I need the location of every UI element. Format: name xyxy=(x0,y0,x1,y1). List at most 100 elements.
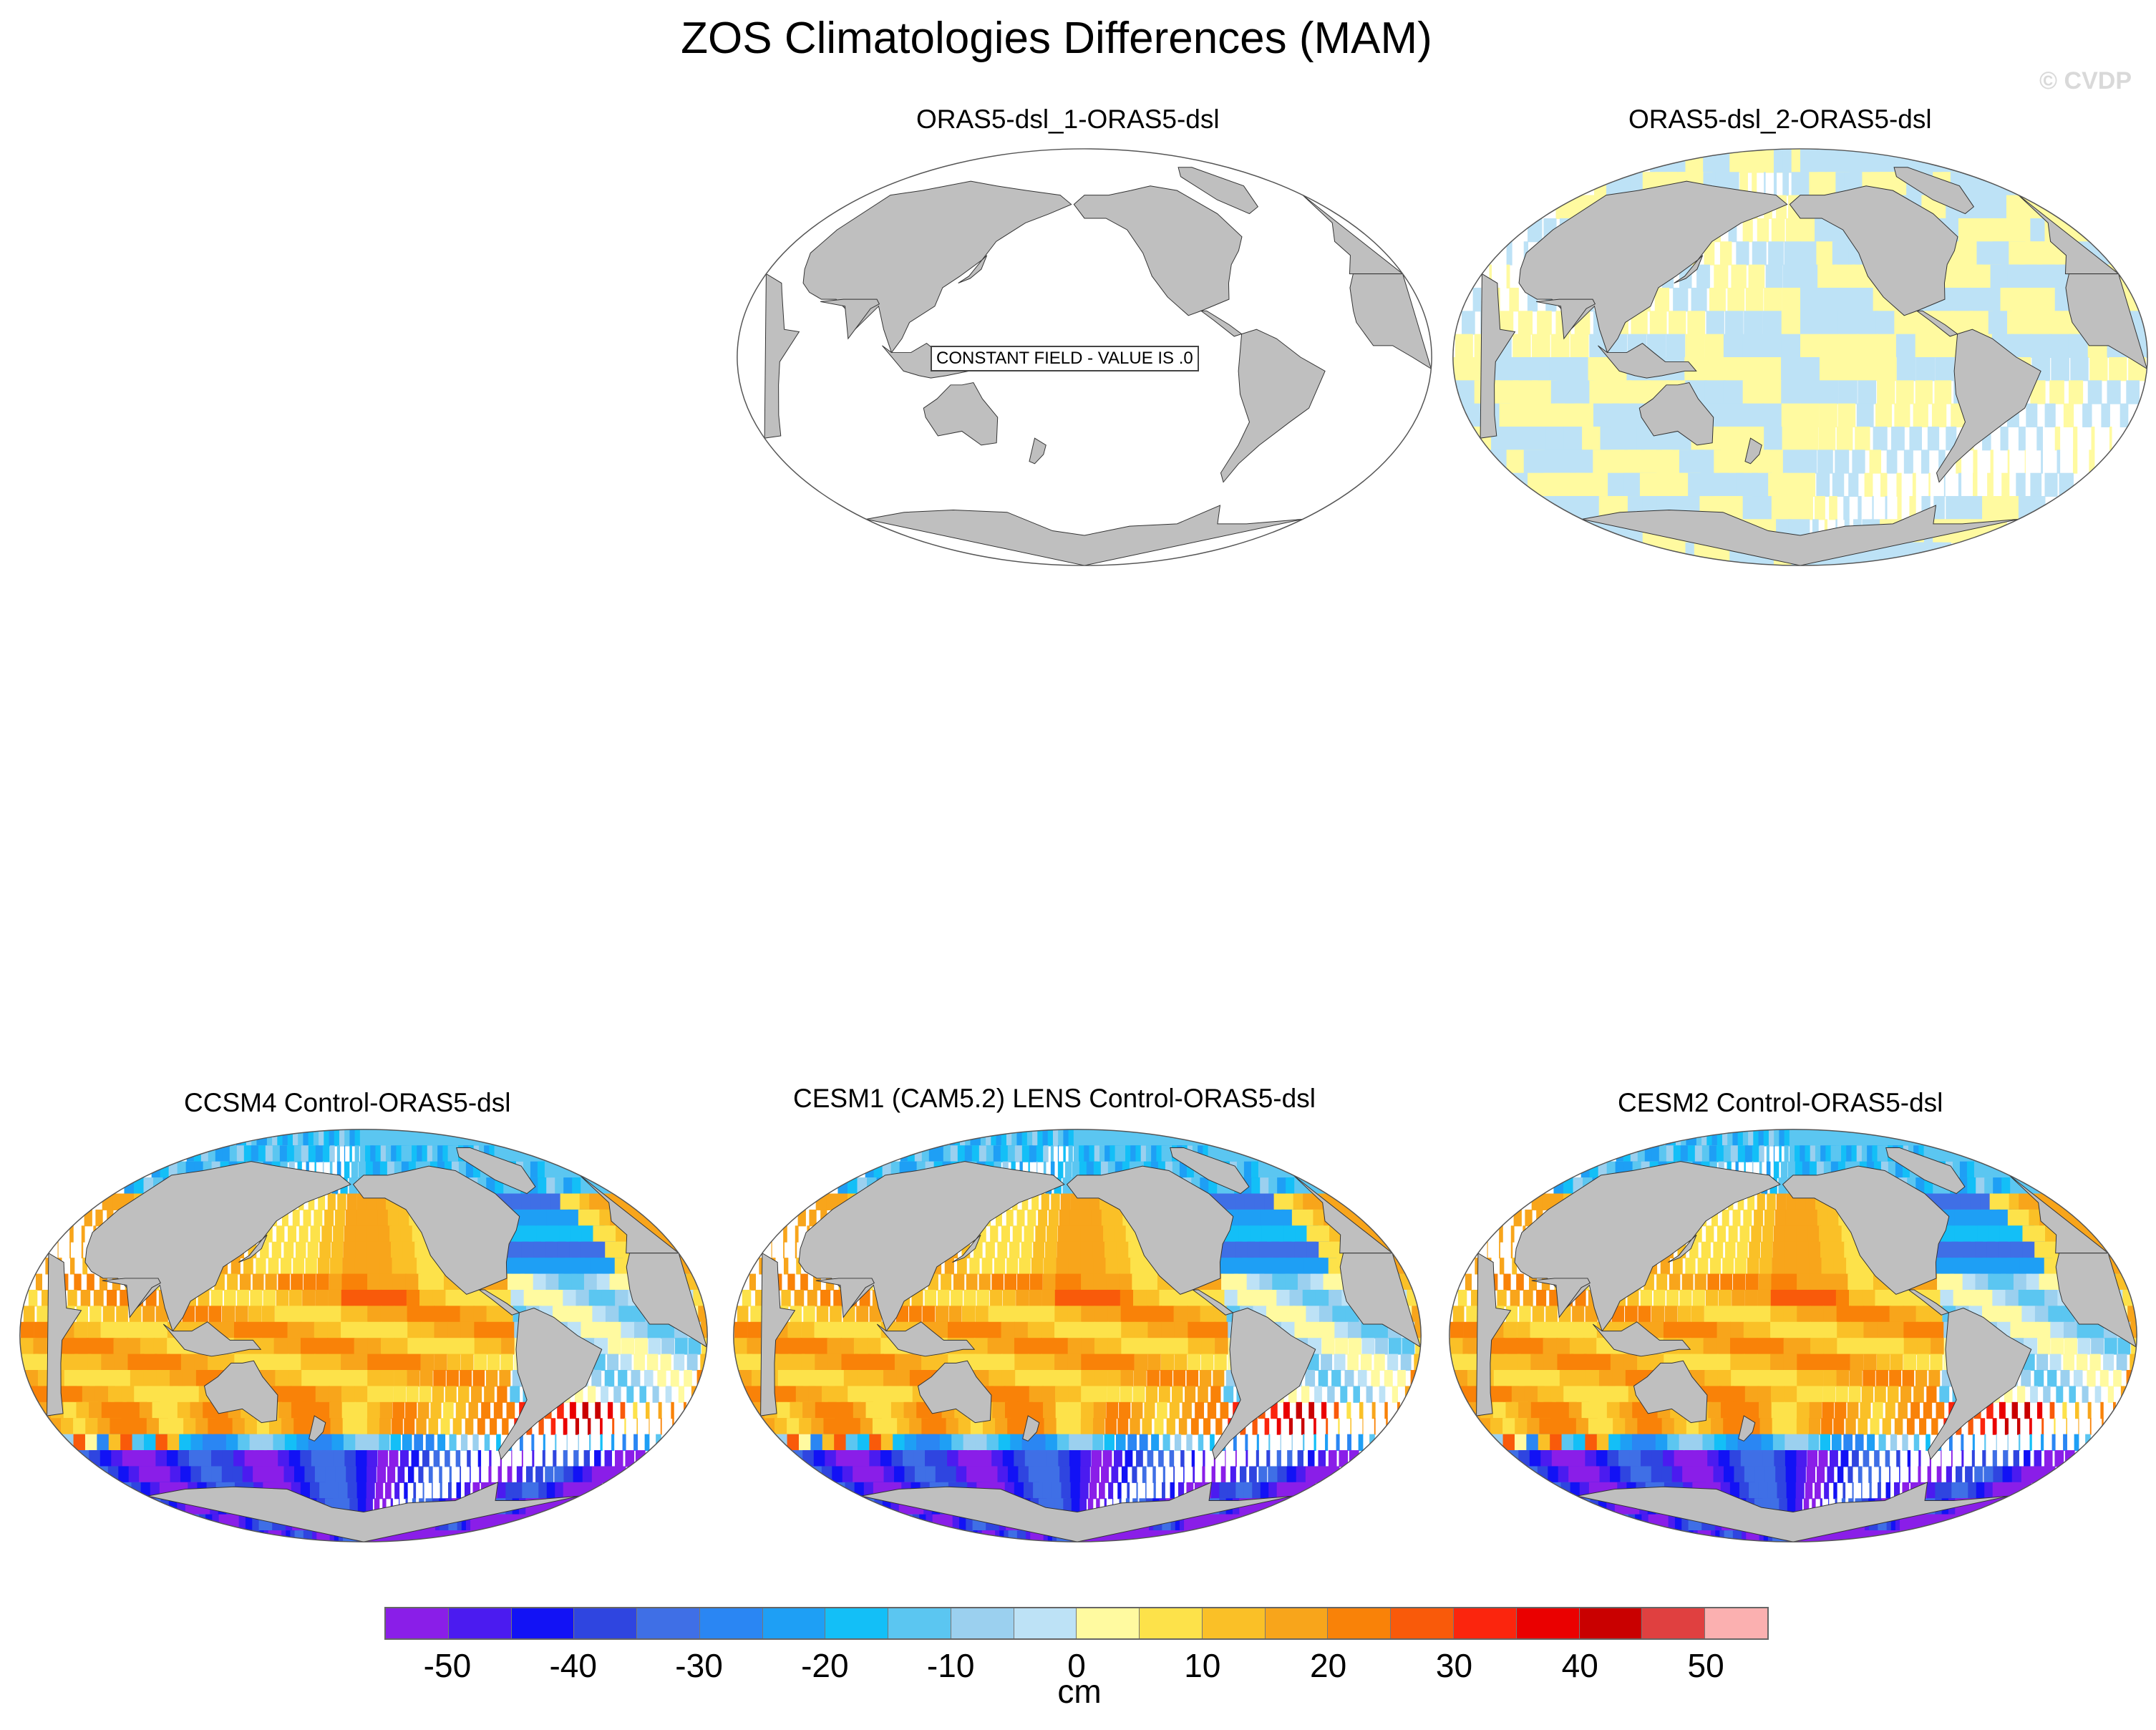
field-cell xyxy=(341,1321,355,1339)
field-cell xyxy=(1207,1401,1217,1419)
field-cell xyxy=(1716,1338,1732,1355)
field-cell xyxy=(1264,1418,1270,1435)
field-cell xyxy=(404,1258,419,1275)
field-cell xyxy=(869,1306,882,1323)
field-cell xyxy=(1733,1273,1746,1291)
field-cell xyxy=(1510,357,1533,382)
field-cell xyxy=(1765,264,1783,288)
field-cell xyxy=(1896,472,1902,497)
field-cell xyxy=(1783,1306,1798,1323)
field-cell xyxy=(1625,1370,1642,1387)
field-cell xyxy=(314,1306,329,1323)
field-cell xyxy=(1069,1450,1082,1467)
field-cell xyxy=(795,1225,799,1243)
field-cell xyxy=(405,1273,421,1291)
field-cell xyxy=(1162,1466,1165,1483)
field-cell xyxy=(2021,1370,2031,1387)
field-cell xyxy=(1068,1258,1082,1275)
field-cell xyxy=(392,1258,407,1275)
field-cell xyxy=(2041,1418,2044,1435)
field-cell xyxy=(1893,1482,1900,1500)
field-cell xyxy=(1732,1209,1741,1227)
field-cell xyxy=(1808,1241,1822,1259)
field-cell xyxy=(1724,311,1744,335)
field-cell xyxy=(1545,1306,1558,1323)
field-cell xyxy=(1256,1450,1259,1467)
field-cell xyxy=(1758,1273,1772,1291)
field-cell xyxy=(1817,449,1833,474)
field-cell xyxy=(854,1321,868,1339)
field-cell xyxy=(1190,1418,1199,1435)
field-cell xyxy=(500,1354,513,1371)
field-cell xyxy=(1973,449,1978,474)
field-cell xyxy=(1983,1466,1994,1483)
field-cell xyxy=(1797,1289,1811,1307)
field-cell xyxy=(291,1273,304,1291)
field-cell xyxy=(1694,1273,1706,1291)
field-cell xyxy=(1719,241,1732,266)
field-cell xyxy=(333,1450,347,1467)
field-cell xyxy=(1079,1482,1089,1500)
field-cell xyxy=(896,1370,913,1387)
field-cell xyxy=(979,1225,986,1243)
field-cell xyxy=(1296,1466,1309,1483)
field-cell xyxy=(1336,1434,1340,1452)
field-cell xyxy=(1673,287,1689,312)
field-cell xyxy=(2011,1401,2018,1419)
field-cell xyxy=(35,1273,42,1291)
field-cell xyxy=(507,1466,513,1483)
field-cell xyxy=(1119,1273,1135,1291)
field-cell xyxy=(1059,1209,1070,1227)
field-cell xyxy=(934,1321,948,1339)
field-cell xyxy=(1666,1289,1679,1307)
field-cell xyxy=(1823,1321,1838,1339)
field-cell xyxy=(1279,1306,1296,1323)
field-cell xyxy=(1921,449,1930,474)
field-cell xyxy=(881,1354,898,1371)
field-cell xyxy=(2051,1338,2064,1355)
field-cell xyxy=(1266,1306,1282,1323)
field-cell xyxy=(474,1321,489,1339)
field-cell xyxy=(1006,1258,1018,1275)
field-cell xyxy=(1198,1434,1204,1452)
field-cell xyxy=(1770,1306,1784,1323)
field-cell xyxy=(428,1418,439,1435)
land-mass xyxy=(802,180,1072,354)
field-cell xyxy=(1783,1289,1798,1307)
field-cell xyxy=(1864,472,1873,497)
field-cell xyxy=(471,1386,482,1403)
field-cell xyxy=(531,1434,535,1452)
field-cell xyxy=(1114,1450,1122,1467)
field-cell xyxy=(1744,1161,1746,1179)
field-cell xyxy=(1782,264,1801,288)
field-cell xyxy=(1001,1370,1017,1387)
field-cell xyxy=(1812,1498,1816,1515)
field-cell xyxy=(1557,1354,1574,1371)
land-mass xyxy=(1066,1165,1234,1295)
field-cell xyxy=(1966,1289,1983,1307)
field-cell xyxy=(460,1434,468,1452)
field-cell xyxy=(1768,472,1787,497)
field-cell xyxy=(1778,1177,1787,1195)
field-cell xyxy=(604,1450,613,1467)
field-cell xyxy=(1499,311,1514,335)
field-cell xyxy=(1344,1370,1354,1387)
field-cell xyxy=(1757,1321,1771,1339)
field-cell xyxy=(1878,1482,1881,1500)
field-cell xyxy=(1028,1306,1042,1323)
field-cell xyxy=(1732,1289,1745,1307)
field-cell xyxy=(430,1401,442,1419)
field-cell xyxy=(1861,1386,1874,1403)
field-cell xyxy=(367,1289,382,1307)
field-cell xyxy=(557,1401,564,1419)
field-cell xyxy=(1783,1338,1798,1355)
field-cell xyxy=(1731,1370,1746,1387)
field-cell xyxy=(1585,1306,1598,1323)
field-cell xyxy=(1326,1418,1329,1435)
field-cell xyxy=(302,1289,316,1307)
field-cell xyxy=(2077,1321,2092,1339)
field-cell xyxy=(342,1418,356,1435)
field-cell xyxy=(988,1306,1002,1323)
field-cell xyxy=(1730,1354,1745,1371)
field-cell xyxy=(354,1418,368,1435)
